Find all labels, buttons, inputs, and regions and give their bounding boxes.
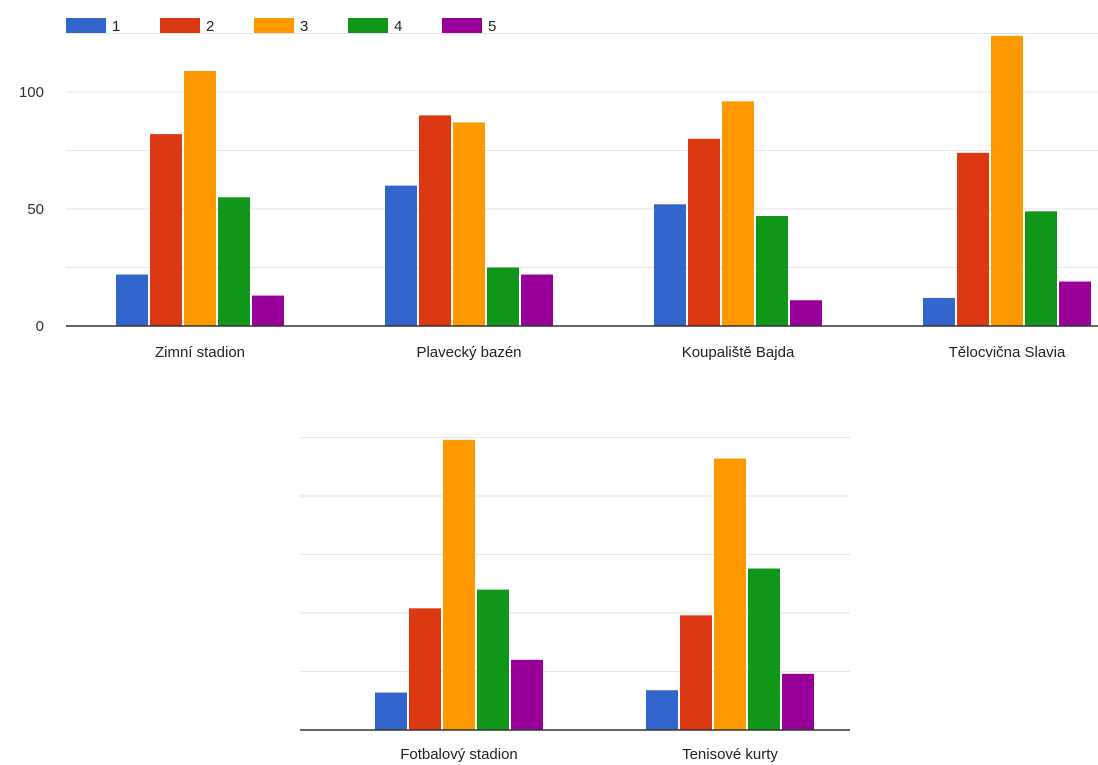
bar-1 (646, 690, 678, 730)
category-label: Tělocvična Slavia (949, 344, 1066, 361)
legend-label: 5 (488, 18, 496, 35)
y-tick-label: 0 (36, 318, 44, 335)
bar-3 (722, 101, 754, 326)
bar-3 (453, 122, 485, 326)
bar-2 (419, 115, 451, 327)
bar-2 (680, 615, 712, 730)
legend-swatch (442, 18, 482, 33)
bar-2 (688, 138, 720, 326)
legend-swatch (348, 18, 388, 33)
bar-1 (375, 692, 407, 730)
bar-1 (116, 274, 148, 326)
category-label: Zimní stadion (155, 344, 245, 361)
legend: 1 2 3 4 5 (66, 18, 496, 35)
bar-2 (409, 608, 441, 730)
legend-swatch (254, 18, 294, 33)
bar-2 (957, 152, 989, 326)
bar-5 (252, 295, 284, 326)
legend-label: 3 (300, 18, 308, 35)
y-tick-label: 50 (27, 201, 44, 218)
bar-2 (150, 134, 182, 326)
bar-4 (1025, 211, 1057, 326)
category-label: Fotbalový stadion (400, 746, 518, 763)
bar-4 (756, 216, 788, 326)
bar-4 (218, 197, 250, 326)
bar-4 (477, 589, 509, 730)
bar-1 (654, 204, 686, 326)
legend-swatch (160, 18, 200, 33)
category-label: Plavecký bazén (416, 344, 521, 361)
legend-swatch (66, 18, 106, 33)
chart-panel-2: Fotbalový stadion Tenisové kurty (300, 437, 850, 763)
bar-5 (511, 659, 543, 730)
chart-panel-1: 0 50 100 Zimní stadion Plavecký bazén Koupali… (19, 33, 1098, 361)
legend-label: 1 (112, 18, 120, 35)
legend-label: 2 (206, 18, 214, 35)
bar-4 (487, 267, 519, 326)
bar-1 (923, 297, 955, 326)
y-tick-label: 100 (19, 84, 44, 101)
bar-4 (748, 568, 780, 730)
bar-3 (443, 439, 475, 730)
bar-5 (782, 673, 814, 730)
bar-5 (1059, 281, 1091, 326)
bar-3 (714, 458, 746, 730)
category-label: Tenisové kurty (682, 746, 778, 763)
bar-5 (790, 300, 822, 326)
category-label: Koupaliště Bajda (682, 344, 795, 361)
bar-3 (184, 70, 216, 326)
bar-1 (385, 185, 417, 326)
bar-5 (521, 274, 553, 326)
legend-label: 4 (394, 18, 402, 35)
bar-3 (991, 35, 1023, 327)
